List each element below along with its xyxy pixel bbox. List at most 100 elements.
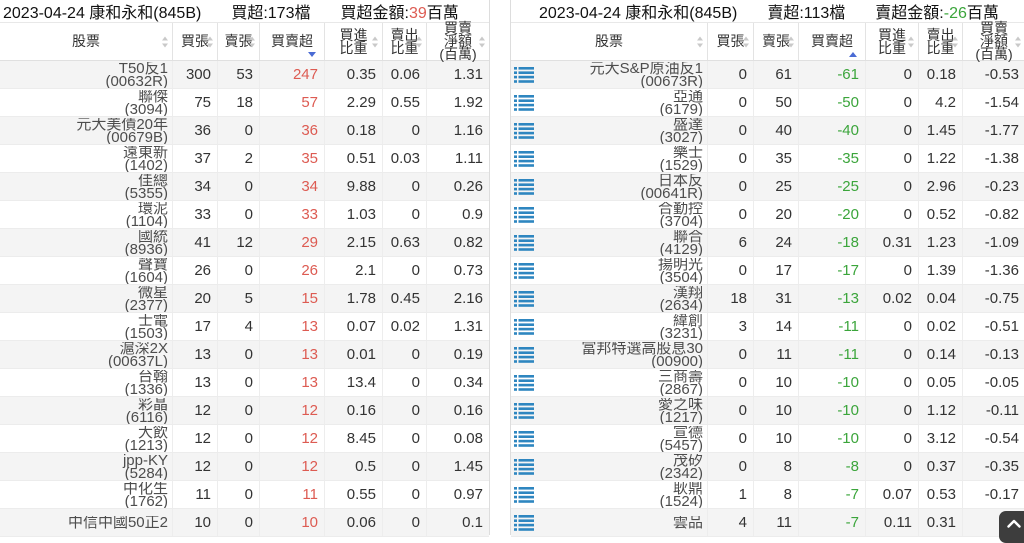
- list-icon[interactable]: [514, 94, 534, 111]
- list-icon[interactable]: [514, 206, 534, 223]
- table-row[interactable]: 台翰 (1336) 13 0 13 13.4 0 0.34: [0, 369, 489, 397]
- buy-weight-cell: 1.78: [325, 285, 383, 312]
- stock-name: 富邦特選高股息30: [581, 341, 703, 357]
- sell-lots-cell: 14: [754, 313, 799, 340]
- list-icon[interactable]: [514, 318, 534, 335]
- sell-lots-cell: 10: [754, 425, 799, 452]
- column-header-1[interactable]: 買張: [173, 23, 218, 60]
- column-header-6[interactable]: 買賣 淨額 (百萬): [963, 21, 1024, 61]
- sell-lots-cell: 0: [218, 397, 260, 424]
- stock-cell: 愛之味 (1217): [511, 397, 708, 424]
- stock-code: (1604): [124, 268, 168, 284]
- stock-code: (3231): [659, 324, 703, 340]
- table-row[interactable]: 合勤控 (3704) 0 20 -20 0 0.52 -0.82: [511, 201, 1024, 229]
- table-row[interactable]: 揚明光 (3504) 0 17 -17 0 1.39 -1.36: [511, 257, 1024, 285]
- table-row[interactable]: 樂士 (1529) 0 35 -35 0 1.22 -1.38: [511, 145, 1024, 173]
- table-row[interactable]: 中信中國50正2 10 0 10 0.06 0 0.1: [0, 509, 489, 537]
- table-row[interactable]: 聲寶 (1604) 26 0 26 2.1 0 0.73: [0, 257, 489, 285]
- buy-lots-cell: 0: [708, 89, 754, 116]
- list-icon[interactable]: [514, 150, 534, 167]
- stock-cell: 彩晶 (6116): [0, 397, 173, 424]
- column-header-0[interactable]: 股票: [0, 23, 173, 60]
- list-icon[interactable]: [514, 458, 534, 475]
- column-header-1[interactable]: 買張: [708, 23, 754, 60]
- sell-weight-cell: 0: [383, 257, 427, 284]
- table-row[interactable]: T50反1 (00632R) 300 53 247 0.35 0.06 1.31: [0, 61, 489, 89]
- net-lots-cell: -7: [799, 481, 866, 508]
- table-row[interactable]: 日本反 (00641R) 0 25 -25 0 2.96 -0.23: [511, 173, 1024, 201]
- table-row[interactable]: 元大S&P原油反1 (00673R) 0 61 -61 0 0.18 -0.53: [511, 61, 1024, 89]
- table-row[interactable]: 三商壽 (2867) 0 10 -10 0 0.05 -0.05: [511, 369, 1024, 397]
- table-row[interactable]: 宣德 (5457) 0 10 -10 0 3.12 -0.54: [511, 425, 1024, 453]
- table-row[interactable]: 盛達 (3027) 0 40 -40 0 1.45 -1.77: [511, 117, 1024, 145]
- net-amount-cell: 0.82: [453, 234, 483, 251]
- list-icon[interactable]: [514, 234, 534, 251]
- buy-weight-cell: 0.07: [866, 481, 919, 508]
- column-header-6[interactable]: 買賣 淨額 (百萬): [427, 21, 489, 61]
- list-icon[interactable]: [514, 374, 534, 391]
- net-lots-cell: -10: [799, 425, 866, 452]
- table-row[interactable]: 遠東新 (1402) 37 2 35 0.51 0.03 1.11: [0, 145, 489, 173]
- list-icon[interactable]: [514, 66, 534, 83]
- column-header-2[interactable]: 賣張: [754, 23, 799, 60]
- list-icon[interactable]: [514, 402, 534, 419]
- table-row[interactable]: 元大美債20年 (00679B) 36 0 36 0.18 0 1.16: [0, 117, 489, 145]
- list-icon[interactable]: [514, 486, 534, 503]
- net-amount-cell: -0.53: [984, 66, 1019, 83]
- stock-code: (1336): [124, 380, 168, 396]
- list-icon[interactable]: [514, 262, 534, 279]
- list-icon[interactable]: [514, 514, 534, 531]
- table-row[interactable]: 微星 (2377) 20 5 15 1.78 0.45 2.16: [0, 285, 489, 313]
- table-row[interactable]: 中化生 (1762) 11 0 11 0.55 0 0.97: [0, 481, 489, 509]
- back-to-top-button[interactable]: [999, 511, 1024, 543]
- buy-weight-cell: 1.03: [325, 201, 383, 228]
- net-lots-cell: -50: [799, 89, 866, 116]
- column-header-0[interactable]: 股票: [511, 23, 708, 60]
- net-lots-cell: 247: [260, 61, 325, 88]
- sell-lots-cell: 12: [218, 229, 260, 256]
- column-header-4[interactable]: 買進 比重: [866, 23, 919, 60]
- list-icon[interactable]: [514, 122, 534, 139]
- table-row[interactable]: 國統 (8936) 41 12 29 2.15 0.63 0.82: [0, 229, 489, 257]
- table-row[interactable]: 緯創 (3231) 3 14 -11 0 0.02 -0.51: [511, 313, 1024, 341]
- stock-cell: 合勤控 (3704): [511, 201, 708, 228]
- sell-lots-cell: 4: [218, 313, 260, 340]
- table-row[interactable]: 佳總 (5355) 34 0 34 9.88 0 0.26: [0, 173, 489, 201]
- buy-lots-cell: 3: [708, 313, 754, 340]
- net-lots-cell: 26: [260, 257, 325, 284]
- list-icon[interactable]: [514, 346, 534, 363]
- table-row[interactable]: 亞通 (6179) 0 50 -50 0 4.2 -1.54: [511, 89, 1024, 117]
- buy-weight-cell: 9.88: [325, 173, 383, 200]
- stock-name: 合勤控: [657, 201, 703, 217]
- buy-lots-cell: 0: [708, 453, 754, 480]
- column-header-2[interactable]: 賣張: [218, 23, 260, 60]
- column-header-3[interactable]: 買賣超: [260, 23, 325, 60]
- table-row[interactable]: 彩晶 (6116) 12 0 12 0.16 0 0.16: [0, 397, 489, 425]
- date-broker-title: 2023-04-24 康和永和(845B): [3, 5, 202, 22]
- table-row[interactable]: 環泥 (1104) 33 0 33 1.03 0 0.9: [0, 201, 489, 229]
- list-icon[interactable]: [514, 430, 534, 447]
- table-row[interactable]: 耿鼎 (1524) 1 8 -7 0.07 0.53 -0.17: [511, 481, 1024, 509]
- stock-name: 緯創: [672, 313, 703, 329]
- table-row[interactable]: 富邦特選高股息30 (00900) 0 11 -11 0 0.14 -0.13: [511, 341, 1024, 369]
- date-broker-title: 2023-04-24 康和永和(845B): [539, 5, 738, 22]
- table-row[interactable]: 聯合 (4129) 6 24 -18 0.31 1.23 -1.09: [511, 229, 1024, 257]
- column-header-4[interactable]: 買進 比重: [325, 23, 383, 60]
- list-icon[interactable]: [514, 178, 534, 195]
- table-row[interactable]: 愛之味 (1217) 0 10 -10 0 1.12 -0.11: [511, 397, 1024, 425]
- table-row[interactable]: 大飲 (1213) 12 0 12 8.45 0 0.08: [0, 425, 489, 453]
- column-header-3[interactable]: 買賣超: [799, 23, 866, 60]
- table-row[interactable]: 聯傑 (3094) 75 18 57 2.29 0.55 1.92: [0, 89, 489, 117]
- table-row[interactable]: 士電 (1503) 17 4 13 0.07 0.02 1.31: [0, 313, 489, 341]
- column-header-5[interactable]: 賣出 比重: [919, 23, 963, 60]
- stock-code: (00679B): [106, 128, 168, 144]
- table-row[interactable]: 漢翔 (2634) 18 31 -13 0.02 0.04 -0.75: [511, 285, 1024, 313]
- column-header-5[interactable]: 賣出 比重: [383, 23, 427, 60]
- table-row[interactable]: jpp-KY (5284) 12 0 12 0.5 0 1.45: [0, 453, 489, 481]
- table-row[interactable]: 茂矽 (2342) 0 8 -8 0 0.37 -0.35: [511, 453, 1024, 481]
- buy-lots-cell: 0: [708, 117, 754, 144]
- list-icon[interactable]: [514, 290, 534, 307]
- buy-weight-cell: 0.01: [325, 341, 383, 368]
- table-row[interactable]: 滬深2X (00637L) 13 0 13 0.01 0 0.19: [0, 341, 489, 369]
